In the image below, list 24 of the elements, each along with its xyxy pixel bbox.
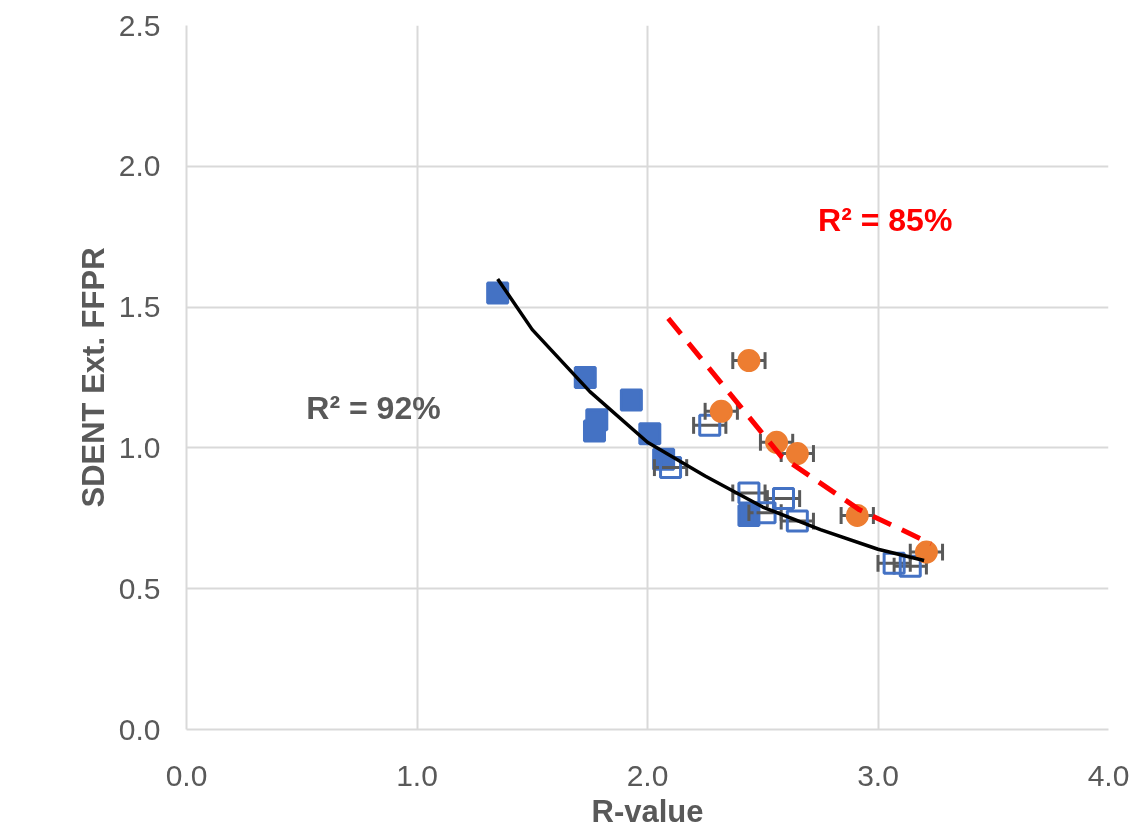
point [771, 487, 795, 511]
y-tick-label: 1.0 [118, 430, 161, 464]
y-tick-label: 2.5 [118, 8, 161, 42]
x-tick-label: 3.0 [857, 758, 899, 792]
x-tick-label: 1.0 [396, 758, 438, 792]
point [709, 399, 733, 423]
point [785, 442, 809, 466]
x-tick-label: 4.0 [1087, 758, 1130, 792]
point [737, 349, 761, 373]
point [785, 509, 809, 533]
point [582, 419, 606, 443]
point [698, 413, 722, 437]
x-tick-label: 0.0 [165, 758, 208, 792]
y-tick-label: 2.0 [118, 149, 161, 183]
x-tick-label: 2.0 [626, 758, 669, 792]
annotation: R² = 92% [306, 390, 441, 427]
y-tick-label: 0.0 [118, 712, 161, 746]
x-axis-title: R-value [591, 793, 704, 829]
annotation: R² = 85% [818, 201, 953, 238]
y-tick-label: 0.5 [118, 571, 161, 605]
point [914, 540, 938, 564]
y-axis-title: SDENT Ext. FFPR [75, 247, 111, 508]
y-tick-label: 1.5 [118, 290, 161, 324]
point [619, 388, 643, 412]
